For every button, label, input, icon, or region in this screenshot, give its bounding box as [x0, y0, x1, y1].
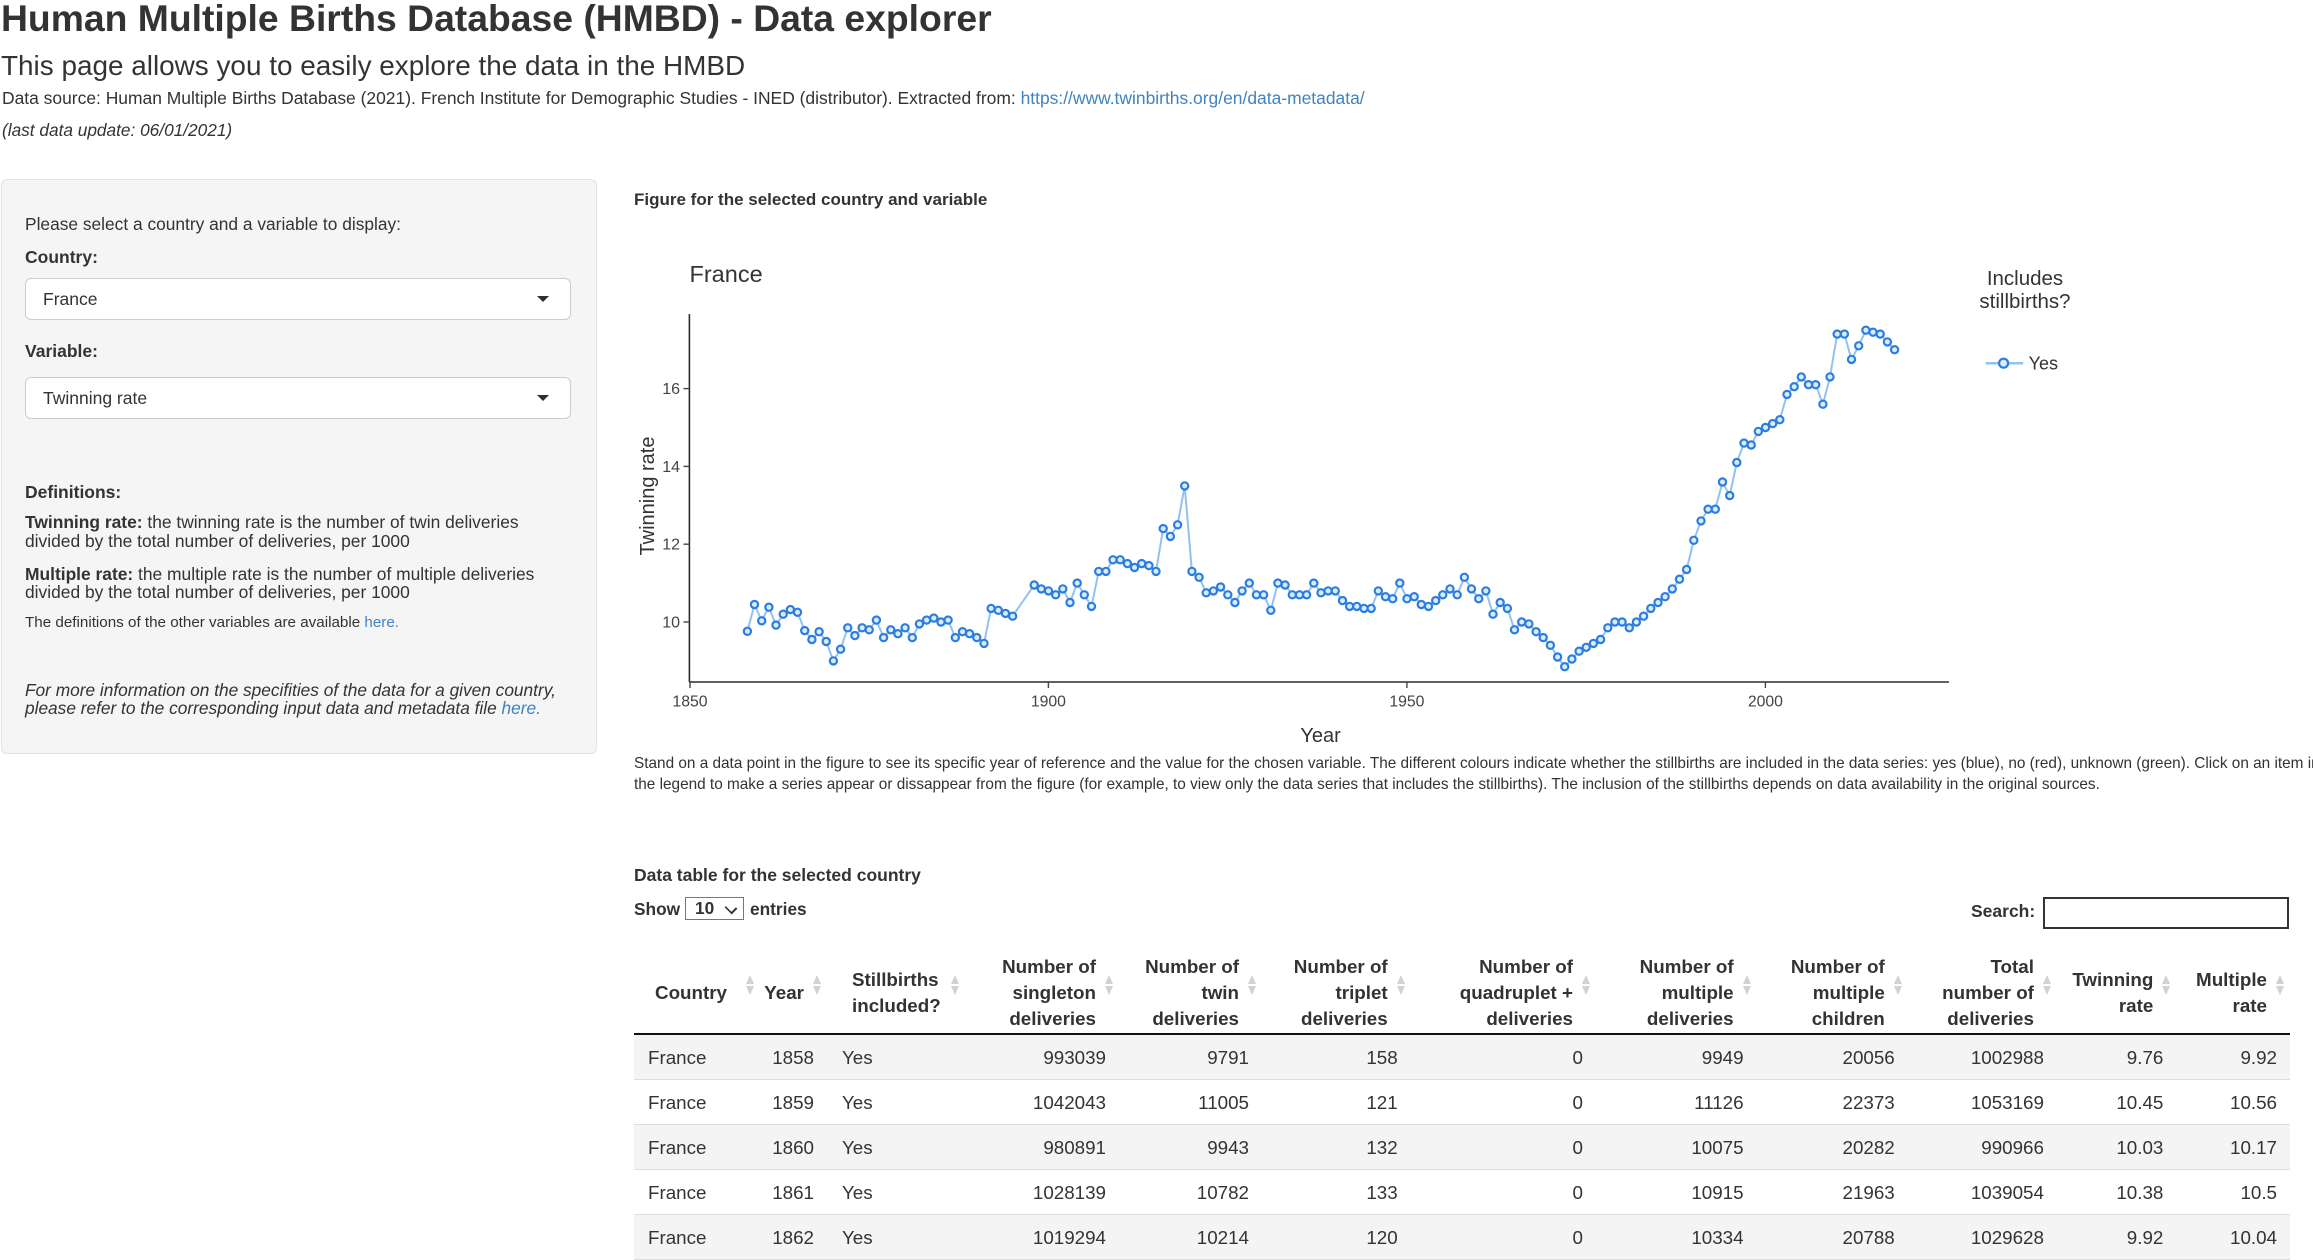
svg-text:1950: 1950 — [1389, 694, 1424, 711]
svg-text:stillbirths?: stillbirths? — [1979, 290, 2070, 313]
svg-text:10: 10 — [662, 615, 680, 632]
svg-text:Year: Year — [1300, 725, 1341, 747]
svg-text:Twinning rate: Twinning rate — [637, 437, 659, 556]
svg-text:France: France — [690, 261, 763, 287]
svg-text:14: 14 — [662, 459, 680, 476]
svg-text:12: 12 — [662, 537, 680, 554]
svg-text:1900: 1900 — [1031, 694, 1066, 711]
svg-text:Includes: Includes — [1987, 267, 2063, 290]
svg-text:2000: 2000 — [1748, 694, 1783, 711]
svg-text:Yes: Yes — [2029, 354, 2058, 374]
svg-text:16: 16 — [662, 381, 680, 398]
svg-text:1850: 1850 — [672, 694, 707, 711]
